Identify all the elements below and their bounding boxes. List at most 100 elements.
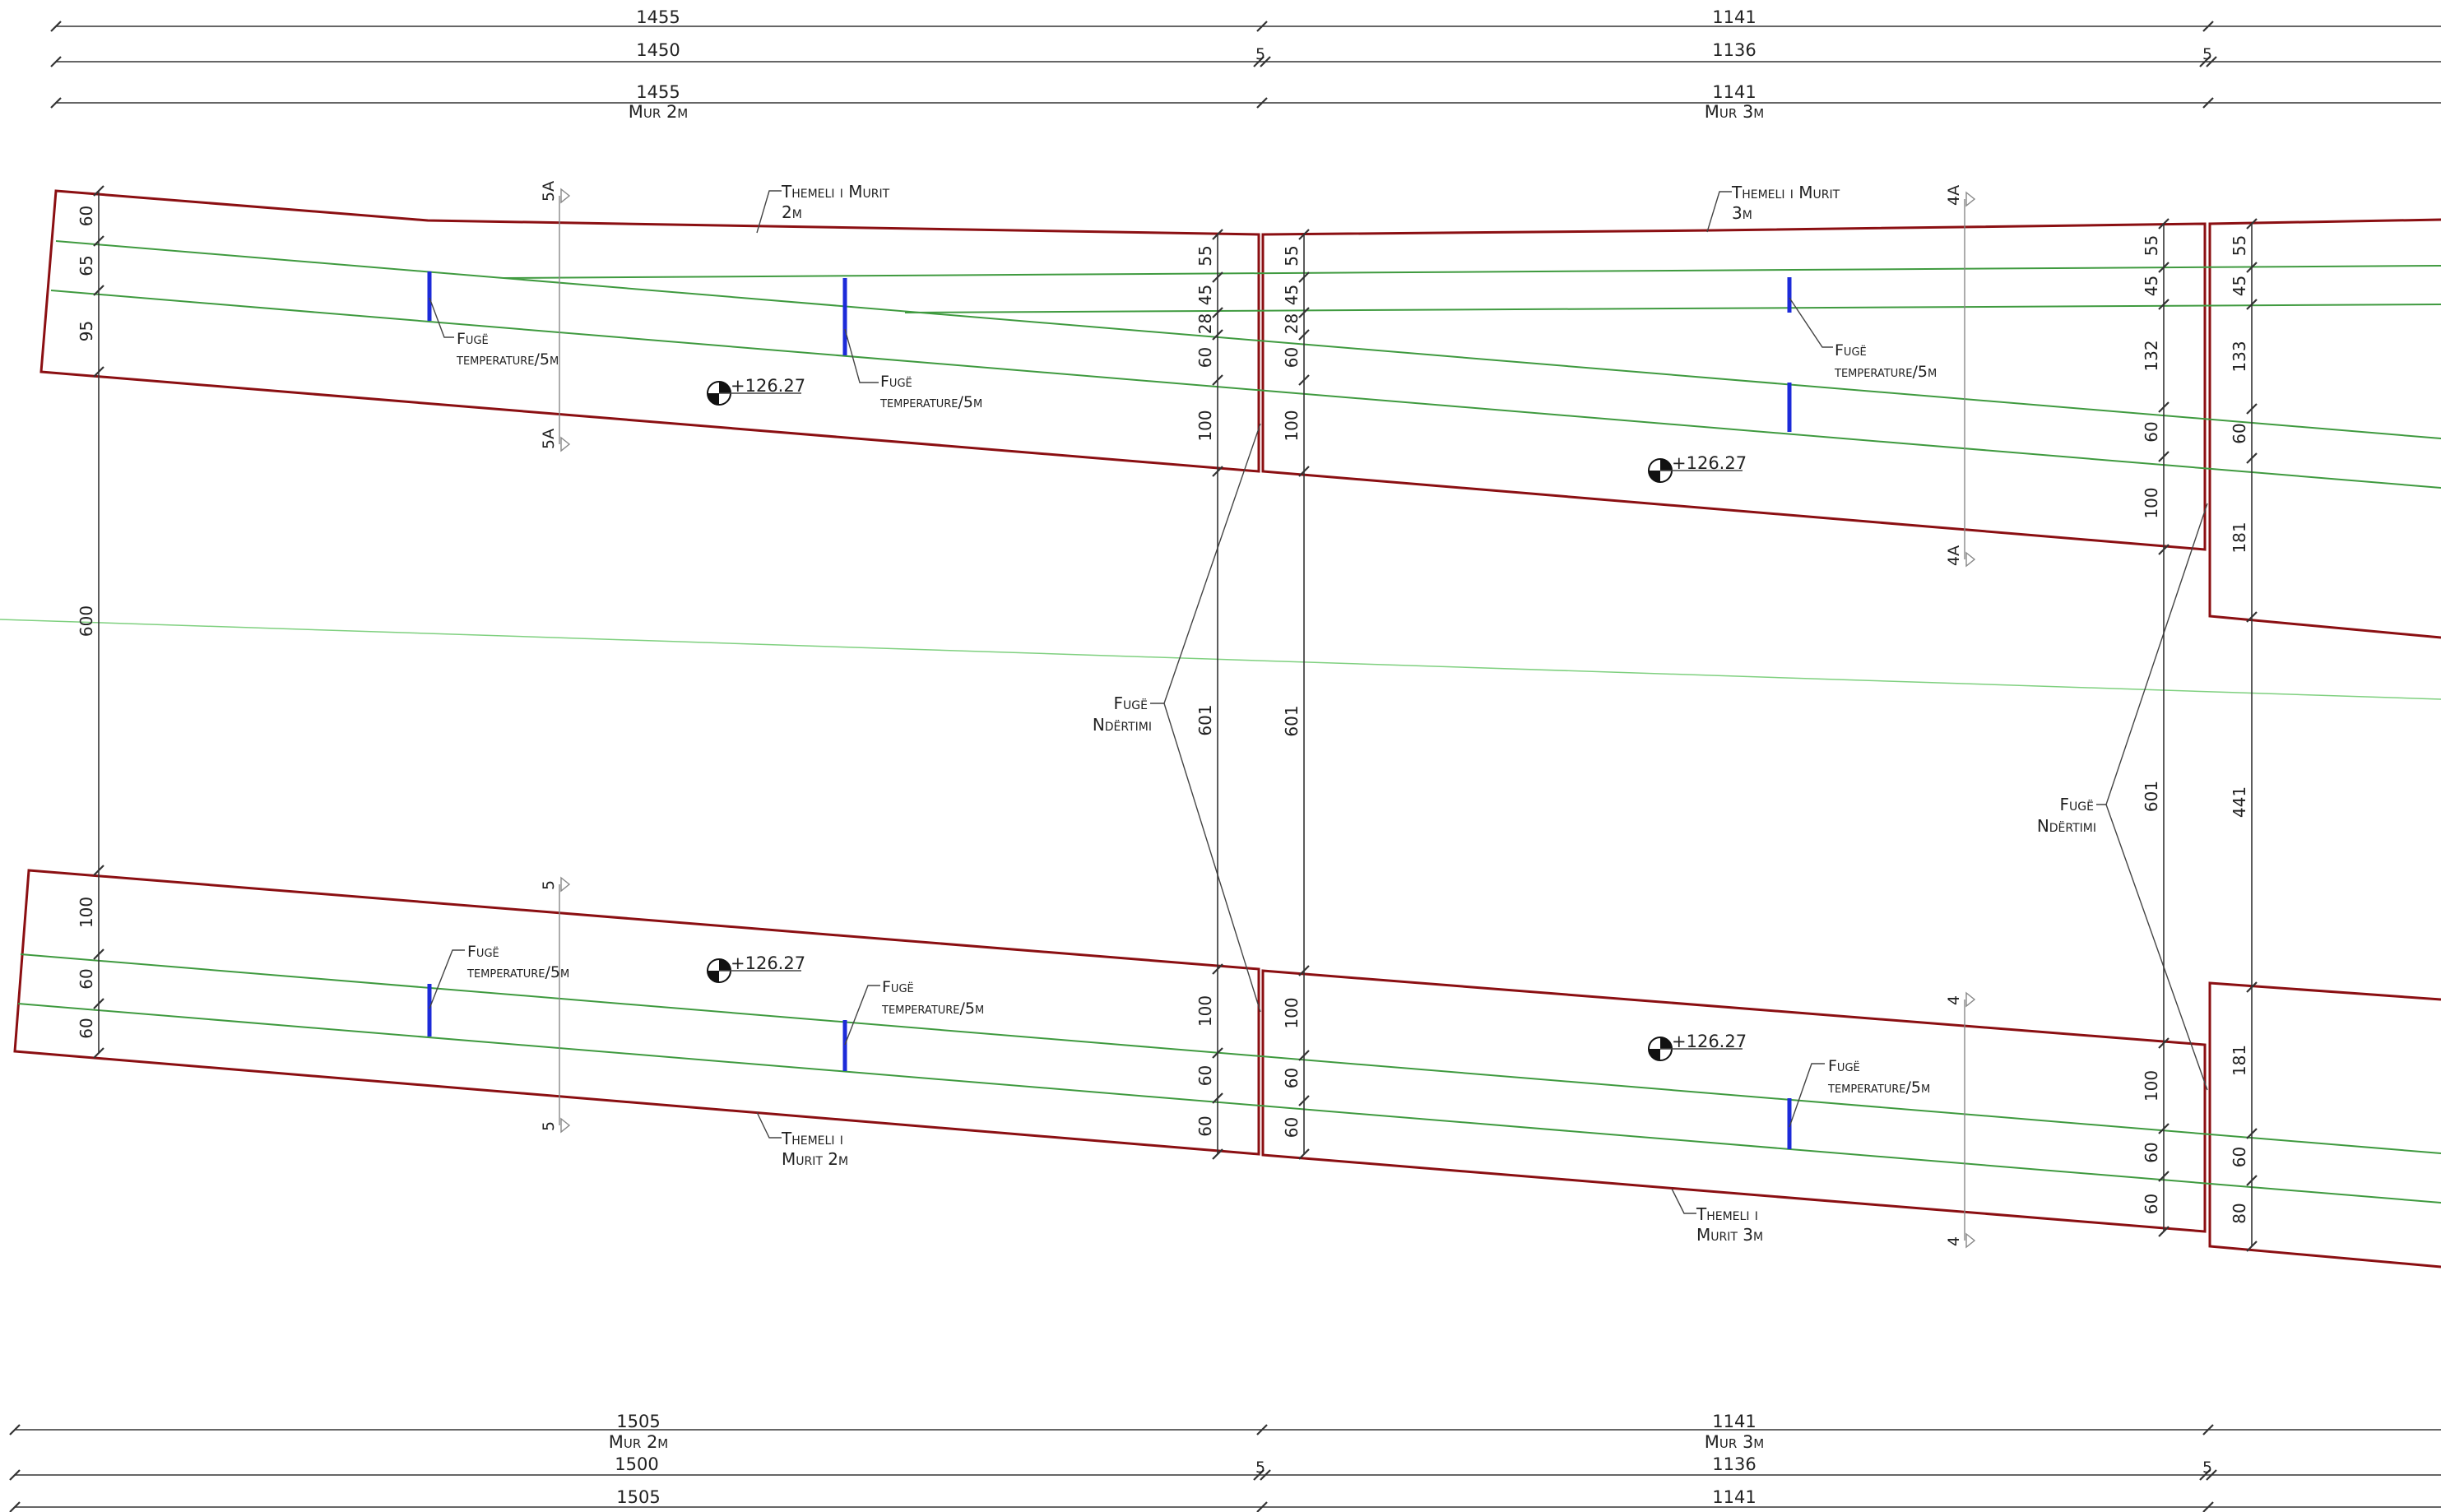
dim-top-r2-left: 1450 xyxy=(636,40,680,60)
vdim-value-c1-3: 60 xyxy=(1195,347,1215,368)
dim-top-r3-right-label: Mur 3m xyxy=(1705,102,1765,122)
dim-bot-r3-right: 1141 xyxy=(1712,1487,1756,1507)
foundation-outlines xyxy=(13,189,2441,1269)
fuge-temp-4-line1: Fugë xyxy=(467,943,499,961)
fuge-temp-2-line1: Fugë xyxy=(880,373,912,391)
fuge-temp-6-line1: Fugë xyxy=(1828,1057,1860,1075)
vdim-tick-c2-5 xyxy=(1298,466,1310,477)
vdim-value-left-6: 60 xyxy=(77,1018,96,1038)
themeli-top-2m-line1: Themeli i Murit xyxy=(781,182,890,202)
vdim-tick-c1-3 xyxy=(1212,329,1223,341)
elevation-label-3: +126.27 xyxy=(731,953,805,973)
vdim-tick-r1-7 xyxy=(2158,1123,2170,1134)
vdim-tick-r1-1 xyxy=(2158,262,2170,273)
vdim-value-c2-1: 45 xyxy=(1282,285,1302,305)
vdim-value-left-2: 95 xyxy=(77,321,96,341)
vdim-value-c1-4: 100 xyxy=(1195,410,1215,441)
vertical-dimension-chains: 6065956001006060554528601006011006060554… xyxy=(77,185,2258,1252)
section-5-top: 5 xyxy=(540,880,558,890)
vdim-value-left-4: 100 xyxy=(77,897,96,928)
fuge-temp-5-line1: Fugë xyxy=(882,978,914,996)
vdim-tick-r2-4 xyxy=(2246,452,2258,464)
vdim-value-c2-4: 100 xyxy=(1282,410,1302,441)
vdim-value-r2-5: 441 xyxy=(2230,786,2249,818)
foundation-top-3m xyxy=(1261,222,2207,551)
vdim-tick-r1-3 xyxy=(2158,401,2170,413)
fuge-nd-2-line1: Fugë xyxy=(2060,795,2094,814)
fuge-temp-5-line2: temperature/5m xyxy=(881,999,984,1018)
vdim-value-c2-8: 60 xyxy=(1282,1117,1302,1138)
dim-bot-r1-left: 1505 xyxy=(616,1412,660,1431)
elevation-markers: +126.27 +126.27 +126.27 +126.27 xyxy=(707,376,1747,1061)
vdim-tick-r2-1 xyxy=(2246,262,2258,273)
vdim-tick-r2-6 xyxy=(2246,981,2258,993)
vdim-tick-c1-4 xyxy=(1212,374,1223,386)
vdim-value-r2-0: 55 xyxy=(2230,235,2249,256)
vdim-tick-left-7 xyxy=(93,1047,104,1059)
vdim-value-c1-6: 100 xyxy=(1195,995,1215,1027)
vdim-tick-c2-7 xyxy=(1298,1050,1310,1061)
dim-top-r3-right: 1141 xyxy=(1712,82,1756,102)
section-markers: 5A 5A 4A 4A 5 5 4 4 xyxy=(540,181,1976,1249)
dim-bot-r2-right: 1136 xyxy=(1712,1454,1756,1474)
vdim-tick-c1-9 xyxy=(1212,1148,1223,1160)
fuge-nd-2-line2: Ndërtimi xyxy=(2037,816,2096,836)
vdim-tick-c2-3 xyxy=(1298,329,1310,341)
vdim-tick-r2-5 xyxy=(2246,611,2258,623)
vdim-value-left-5: 60 xyxy=(77,968,96,989)
vdim-value-c1-7: 60 xyxy=(1195,1065,1215,1086)
elevation-label-4: +126.27 xyxy=(1672,1032,1747,1051)
vdim-value-left-0: 60 xyxy=(77,206,96,226)
themeli-bot-2m-line1: Themeli i xyxy=(781,1129,843,1148)
vdim-tick-c2-9 xyxy=(1298,1148,1310,1160)
vdim-tick-r1-5 xyxy=(2158,544,2170,555)
vdim-value-r2-1: 45 xyxy=(2230,276,2249,296)
vdim-tick-left-1 xyxy=(93,235,104,247)
vdim-tick-c1-7 xyxy=(1212,1047,1223,1059)
vdim-value-r1-6: 100 xyxy=(2142,1070,2161,1102)
fuge-nd-1-line1: Fugë xyxy=(1114,693,1148,713)
vdim-tick-r2-9 xyxy=(2246,1241,2258,1252)
foundation-bottom-3m xyxy=(1261,969,2207,1233)
fuge-temp-1-line2: temperature/5m xyxy=(456,350,559,369)
vdim-tick-left-4 xyxy=(93,865,104,876)
elevation-label-2: +126.27 xyxy=(1672,453,1747,473)
dim-top-r1-left: 1455 xyxy=(636,7,680,27)
elevation-marker-2: +126.27 xyxy=(1648,453,1747,483)
vdim-value-r2-2: 133 xyxy=(2230,341,2249,372)
section-5a-top: 5A xyxy=(540,181,558,202)
vdim-tick-c1-8 xyxy=(1212,1092,1223,1104)
vdim-tick-r1-2 xyxy=(2158,299,2170,310)
wall-lines xyxy=(17,240,2441,1204)
vdim-tick-c1-2 xyxy=(1212,307,1223,318)
section-5a-bottom: 5A xyxy=(540,429,558,449)
vdim-tick-left-3 xyxy=(93,366,104,378)
vdim-value-r1-0: 55 xyxy=(2142,235,2161,256)
dim-bot-joint-2: 5 xyxy=(2202,1459,2212,1477)
dim-bot-r3-left: 1505 xyxy=(616,1487,660,1507)
vdim-tick-r1-9 xyxy=(2158,1226,2170,1237)
fuge-temp-3-line2: temperature/5m xyxy=(1834,363,1937,381)
vdim-tick-c2-6 xyxy=(1298,965,1310,976)
vdim-tick-left-5 xyxy=(93,948,104,960)
dim-top-r3-left: 1455 xyxy=(636,82,680,102)
dim-bot-r1-right-label: Mur 3m xyxy=(1705,1432,1765,1452)
themeli-bot-3m-line2: Murit 3m xyxy=(1696,1225,1763,1245)
vdim-tick-c1-5 xyxy=(1212,466,1223,477)
vdim-tick-left-0 xyxy=(93,185,104,197)
vdim-value-c1-1: 45 xyxy=(1195,285,1215,305)
vdim-tick-r1-6 xyxy=(2158,1037,2170,1049)
fuge-temp-2-line2: temperature/5m xyxy=(879,393,982,411)
leader-notes: Themeli i Murit 2m Themeli i Murit 3m Th… xyxy=(429,182,2208,1245)
vdim-tick-c1-1 xyxy=(1212,271,1223,283)
vdim-value-c2-0: 55 xyxy=(1282,245,1302,266)
vdim-value-left-3: 600 xyxy=(77,605,96,637)
vdim-tick-r1-0 xyxy=(2158,218,2170,230)
vdim-value-c1-8: 60 xyxy=(1195,1115,1215,1136)
elevation-marker-4: +126.27 xyxy=(1648,1032,1747,1061)
vdim-value-c1-5: 601 xyxy=(1195,704,1215,735)
road-axis-line xyxy=(0,619,2441,700)
fuge-temp-4-line2: temperature/5m xyxy=(466,963,569,981)
vdim-tick-c1-0 xyxy=(1212,229,1223,240)
